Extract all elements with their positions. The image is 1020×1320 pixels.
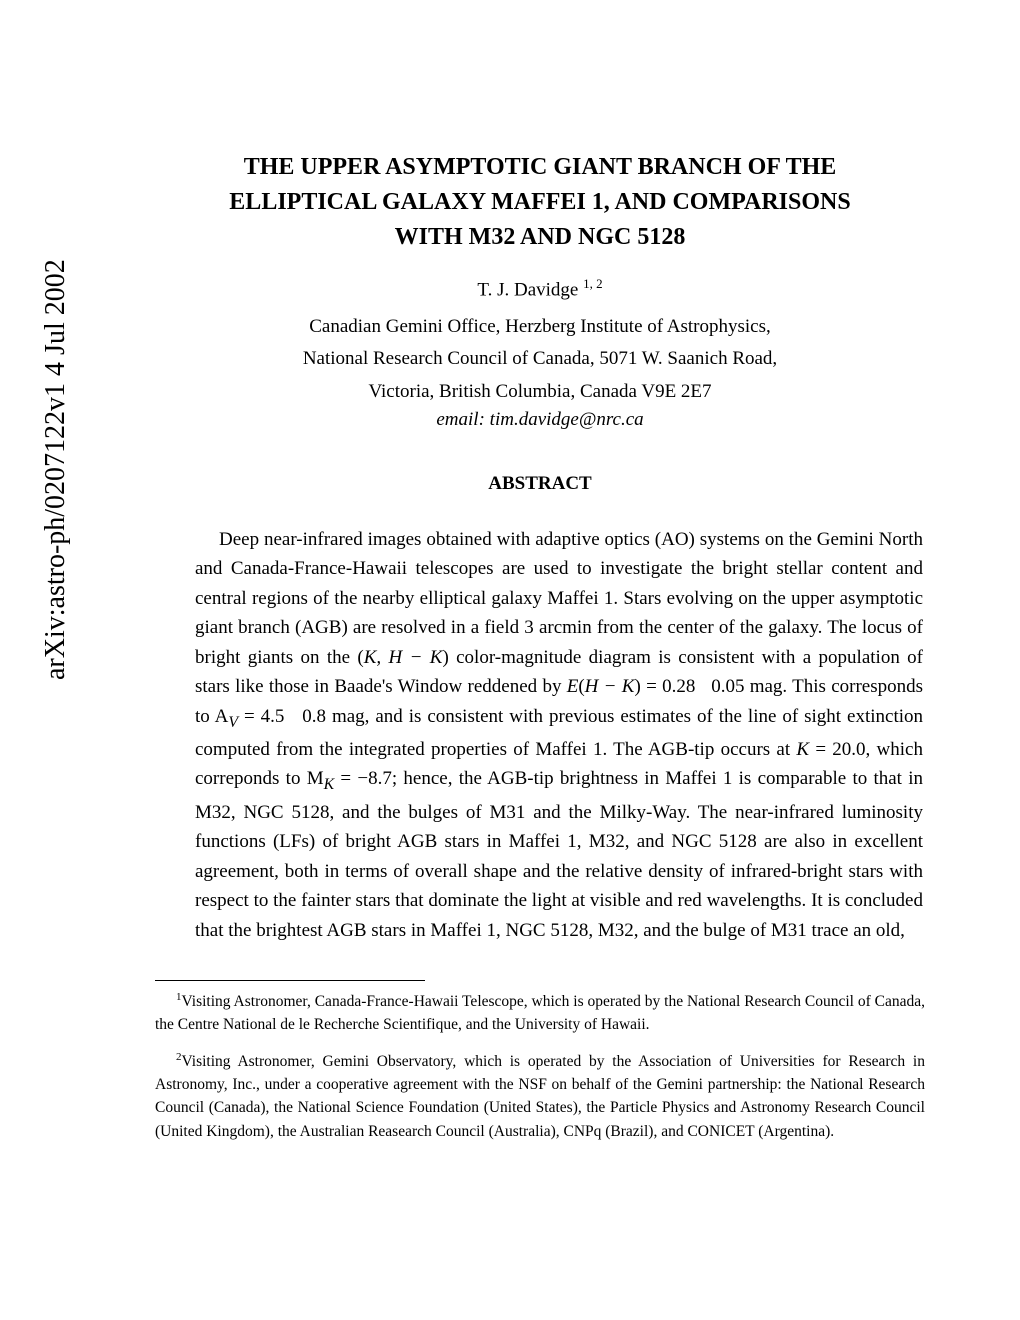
title-line-1: THE UPPER ASYMPTOTIC GIANT BRANCH OF THE — [244, 154, 837, 180]
abstract-body: Deep near-infrared images obtained with … — [155, 525, 925, 945]
affiliation-line-2: National Research Council of Canada, 507… — [155, 344, 925, 373]
footnote-2: 2Visiting Astronomer, Gemini Observatory… — [155, 1049, 925, 1143]
paper-title: THE UPPER ASYMPTOTIC GIANT BRANCH OF THE… — [155, 150, 925, 254]
affiliation-line-1: Canadian Gemini Office, Herzberg Institu… — [155, 312, 925, 341]
footnote-separator — [155, 980, 425, 981]
author-footnote-marks: 1, 2 — [583, 276, 603, 291]
title-line-3: WITH M32 AND NGC 5128 — [395, 224, 686, 250]
footnote-1-text: Visiting Astronomer, Canada-France-Hawai… — [155, 993, 925, 1033]
footnote-2-text: Visiting Astronomer, Gemini Observatory,… — [155, 1053, 925, 1140]
author-line: T. J. Davidge 1, 2 — [155, 276, 925, 301]
page-content: THE UPPER ASYMPTOTIC GIANT BRANCH OF THE… — [155, 150, 925, 1155]
title-line-2: ELLIPTICAL GALAXY MAFFEI 1, AND COMPARIS… — [229, 189, 850, 215]
arxiv-identifier: arXiv:astro-ph/0207122v1 4 Jul 2002 — [40, 259, 72, 680]
abstract-text: Deep near-infrared images obtained with … — [195, 529, 923, 940]
footnote-1: 1Visiting Astronomer, Canada-France-Hawa… — [155, 989, 925, 1037]
author-name: T. J. Davidge — [477, 280, 578, 301]
abstract-heading: ABSTRACT — [155, 473, 925, 495]
author-email: email: tim.davidge@nrc.ca — [155, 409, 925, 431]
affiliation-line-3: Victoria, British Columbia, Canada V9E 2… — [155, 377, 925, 406]
